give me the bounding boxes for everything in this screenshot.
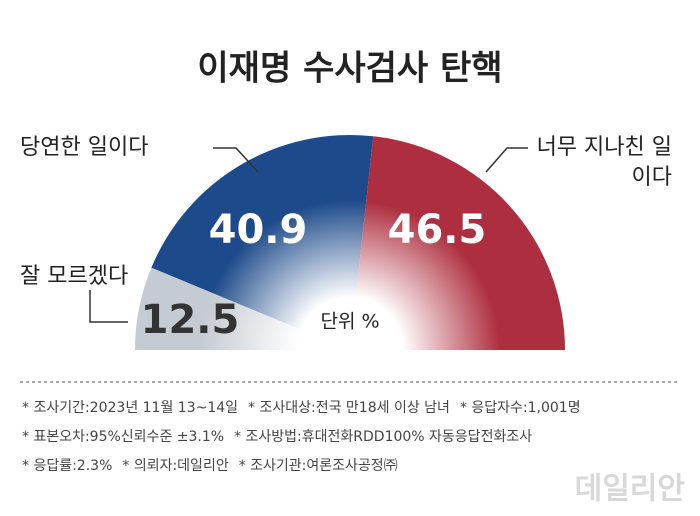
note: * 조사방법:휴대전화RDD100% 자동응답전화조사 xyxy=(234,429,533,445)
note: * 의뢰자:데일리안 xyxy=(122,458,229,474)
category-label: 잘 모르겠다 xyxy=(20,264,129,289)
leader-line xyxy=(485,147,528,173)
value-label: 12.5 xyxy=(141,297,240,343)
note: * 조사대상:전국 만18세 이상 남녀 xyxy=(248,400,450,416)
category-label: 당연한 일이다 xyxy=(20,135,149,160)
note-line: * 표본오차:95%신뢰수준 ±3.1% * 조사방법:휴대전화RDD100% 자… xyxy=(22,423,682,452)
leader-line xyxy=(89,290,128,323)
note: * 응답자수:1,001명 xyxy=(459,400,581,416)
center-fade xyxy=(200,200,500,350)
watermark: 데일리안 xyxy=(575,472,686,507)
value-label: 46.5 xyxy=(388,207,487,253)
note: * 표본오차:95%신뢰수준 ±3.1% xyxy=(22,429,225,445)
unit-label: 단위 % xyxy=(320,311,379,333)
note: * 조사기관:여론조사공정㈜ xyxy=(238,458,398,474)
category-label: 너무 지나친 일이다 xyxy=(536,135,672,190)
notes: * 조사기간:2023년 11월 13~14일 * 조사대상:전국 만18세 이상… xyxy=(22,394,682,481)
note: * 조사기간:2023년 11월 13~14일 xyxy=(22,400,239,416)
value-label: 40.9 xyxy=(209,207,308,253)
chart-title: 이재명 수사검사 탄핵 xyxy=(197,49,502,89)
note: * 응답률:2.3% xyxy=(22,458,113,474)
leader-line xyxy=(213,147,259,173)
note-line: * 조사기간:2023년 11월 13~14일 * 조사대상:전국 만18세 이상… xyxy=(22,394,682,423)
note-line: * 응답률:2.3% * 의뢰자:데일리안 * 조사기관:여론조사공정㈜ xyxy=(22,452,682,481)
